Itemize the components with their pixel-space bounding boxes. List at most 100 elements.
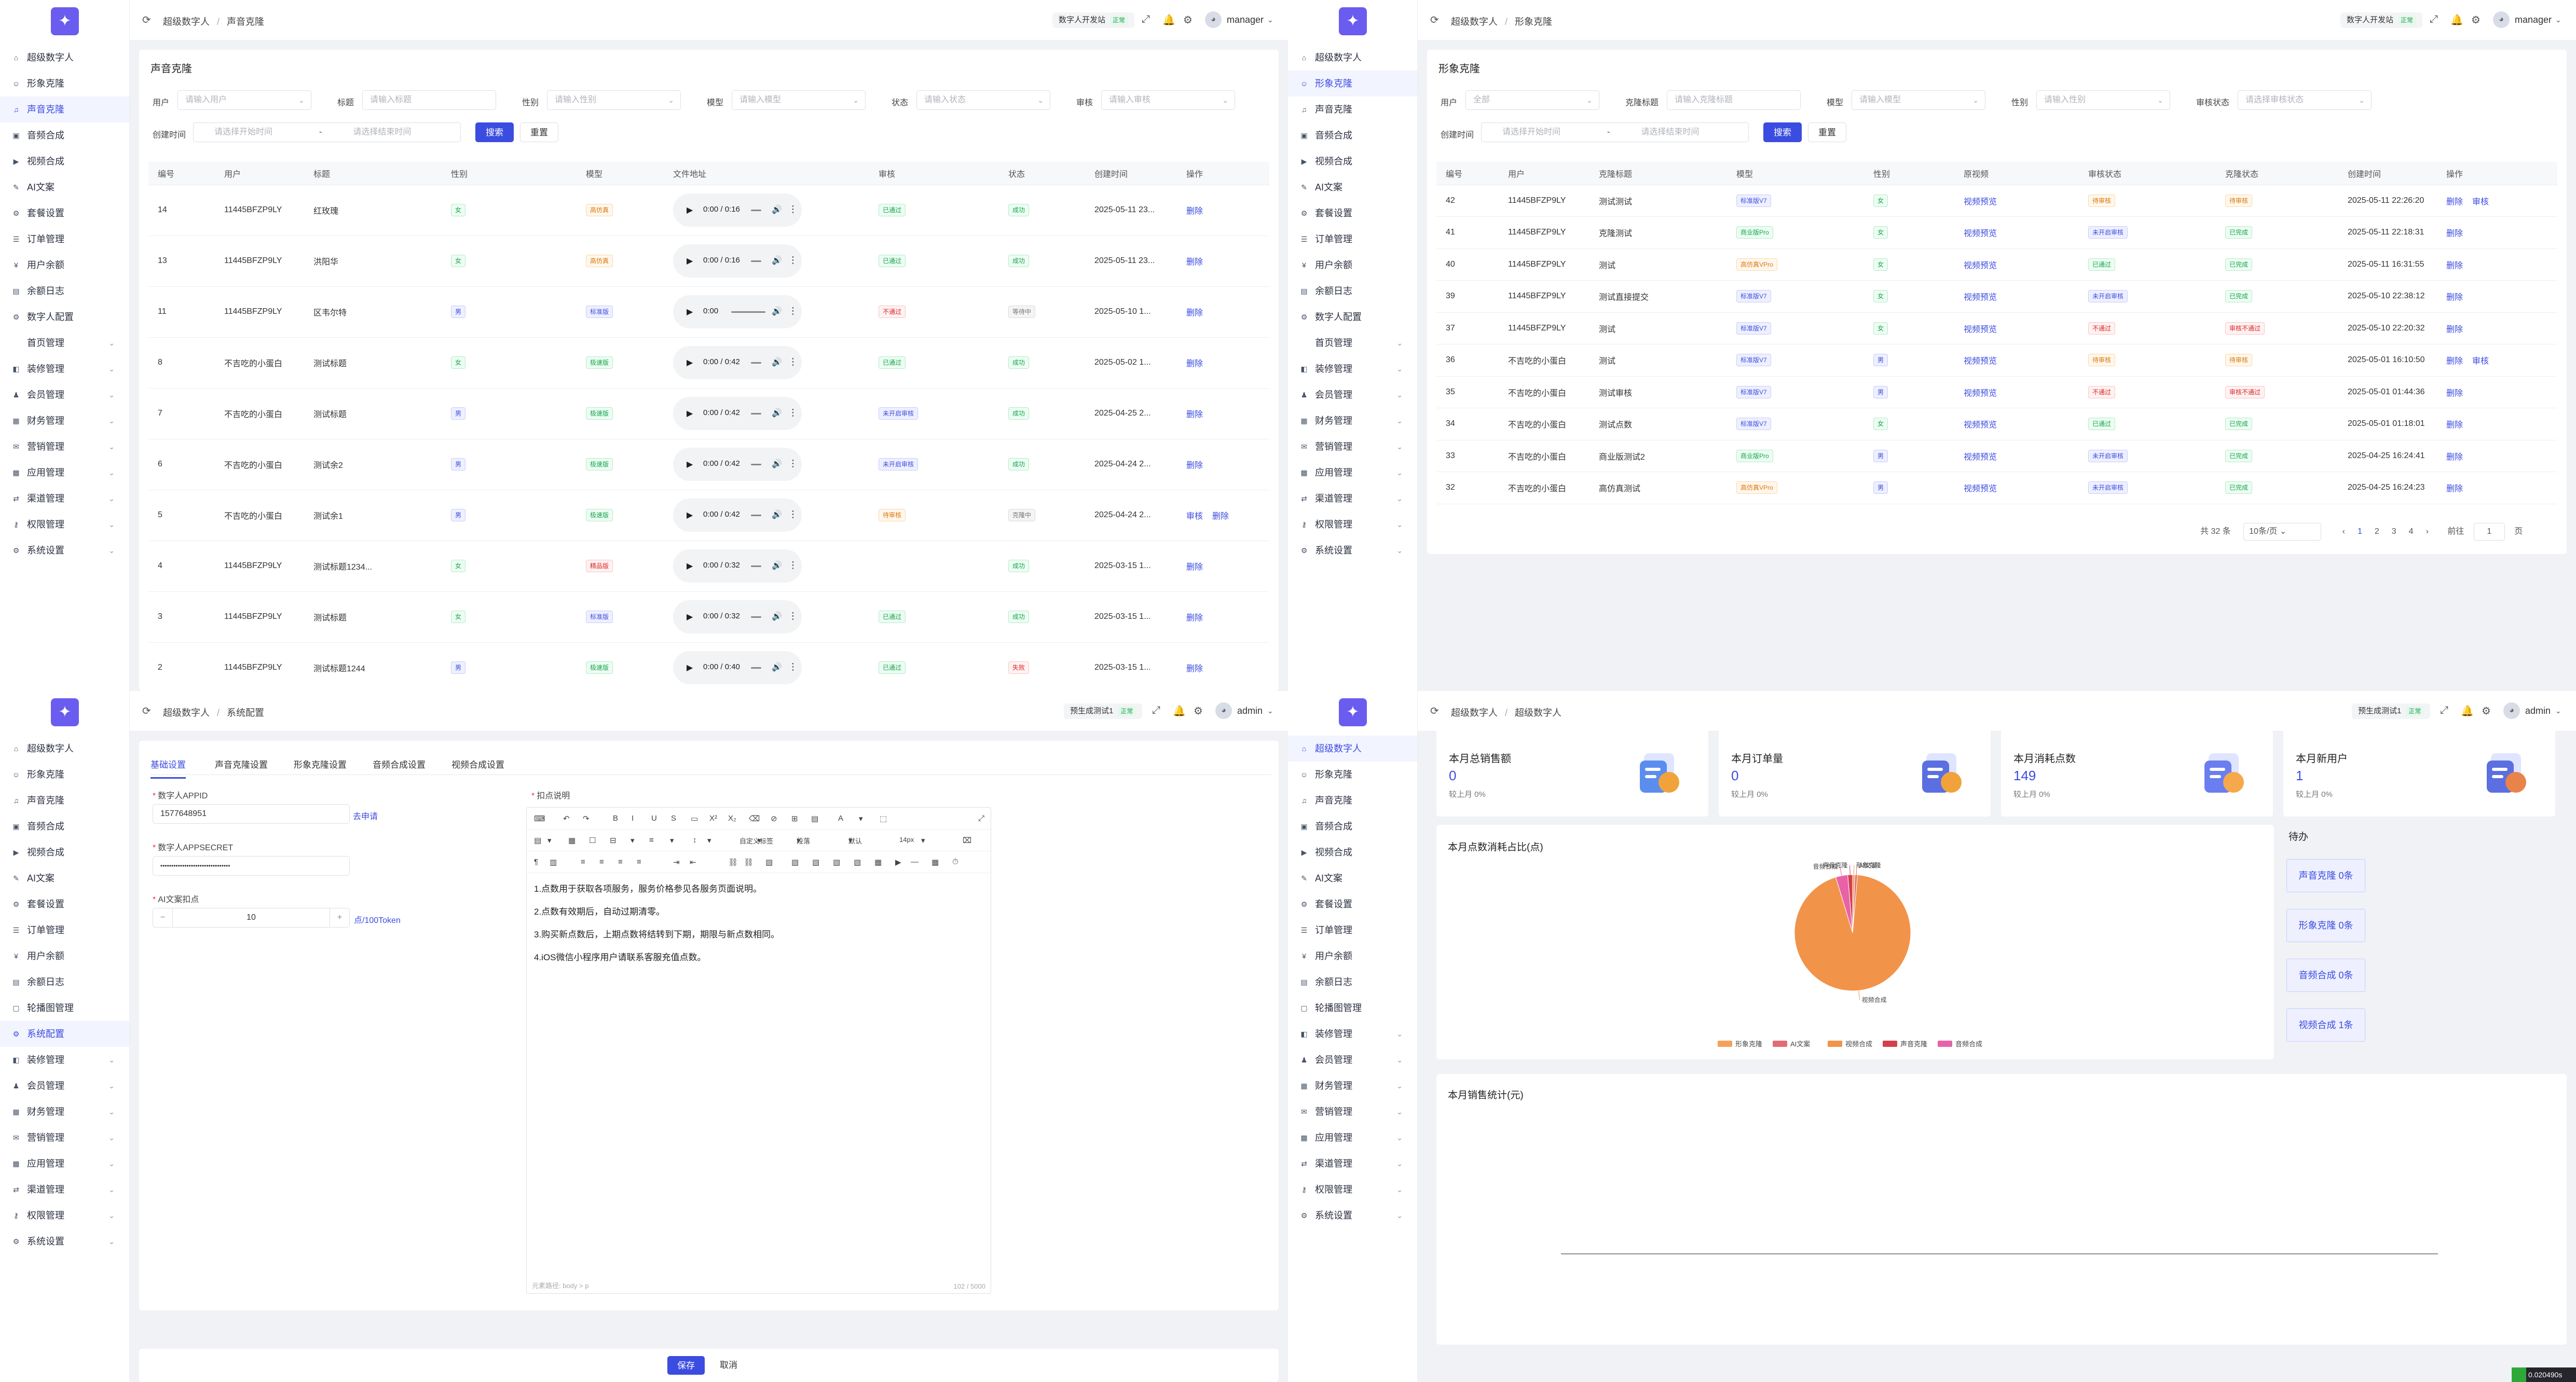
sidebar-item[interactable]: ⌂ 超级数字人 <box>0 736 129 762</box>
sidebar-item[interactable]: ✉ 营销管理 ⌄ <box>1288 434 1417 460</box>
video-preview-link[interactable]: 视频预览 <box>1964 293 1997 302</box>
sidebar-item[interactable]: ▩ 应用管理 ⌄ <box>1288 460 1417 486</box>
audio-player[interactable]: ▶ 0:00 / 0:42 🔊 ⋮ <box>673 448 802 481</box>
gender-filter-select[interactable]: 请输入性别 ⌄ <box>547 90 681 110</box>
delete-link[interactable]: 删除 <box>2446 261 2463 270</box>
video-preview-link[interactable]: 视频预览 <box>1964 421 1997 430</box>
sidebar-item[interactable]: ▩ 应用管理 ⌄ <box>0 460 129 486</box>
video-preview-link[interactable]: 视频预览 <box>1964 261 1997 270</box>
toolbar-button[interactable]: U <box>651 814 657 823</box>
sidebar-item[interactable]: ¥ 用户余额 <box>0 252 129 278</box>
toolbar-button[interactable]: ⊞ <box>791 814 798 823</box>
sidebar-item[interactable]: ▣ 音频合成 <box>1288 122 1417 148</box>
bell-icon[interactable]: 🔔 <box>2450 15 2463 26</box>
user-filter-select[interactable]: 全部 ⌄ <box>1465 90 1599 110</box>
sidebar-item[interactable]: ▶ 视频合成 <box>1288 148 1417 174</box>
delete-link[interactable]: 删除 <box>2446 293 2463 302</box>
delete-link[interactable]: 删除 <box>1186 563 1203 572</box>
fullscreen-icon[interactable]: ⤢ <box>1152 704 1160 716</box>
audio-progress[interactable] <box>731 311 765 313</box>
fullscreen-icon[interactable]: ⤢ <box>2430 13 2438 25</box>
sidebar-item[interactable]: ▢ 轮播图管理 <box>1288 995 1417 1021</box>
toolbar-button[interactable]: ▶ <box>895 858 901 867</box>
toolbar-select[interactable]: 段落 <box>797 837 811 845</box>
play-icon[interactable]: ▶ <box>687 257 693 266</box>
sidebar-item[interactable]: ◧ 装修管理 ⌄ <box>1288 356 1417 382</box>
toolbar-button[interactable]: ▧ <box>812 858 820 867</box>
delete-link[interactable]: 删除 <box>1186 207 1203 216</box>
toolbar-button[interactable]: ▦ <box>874 858 882 867</box>
volume-icon[interactable]: 🔊 <box>772 409 782 418</box>
model-filter-select[interactable]: 请输入模型 ⌄ <box>732 90 866 110</box>
page-size-select[interactable]: 10条/页 ⌄ <box>2243 523 2322 541</box>
sidebar-item[interactable]: ▶ 视频合成 <box>0 148 129 174</box>
video-preview-link[interactable]: 视频预览 <box>1964 389 1997 398</box>
play-icon[interactable]: ▶ <box>687 613 693 621</box>
refresh-icon[interactable]: ⟳ <box>142 15 151 26</box>
avatar[interactable]: ◕ <box>1215 702 1232 719</box>
sidebar-item[interactable]: ✉ 营销管理 ⌄ <box>0 1125 129 1151</box>
video-preview-link[interactable]: 视频预览 <box>1964 452 1997 462</box>
delete-link[interactable]: 删除 <box>2446 325 2463 334</box>
sidebar-item[interactable]: ⚙ 系统设置 ⌄ <box>0 537 129 563</box>
audio-player[interactable]: ▶ 0:00 🔊 ⋮ <box>673 295 802 328</box>
toolbar-button[interactable]: ≡ <box>599 858 604 866</box>
audio-player[interactable]: ▶ 0:00 / 0:16 🔊 ⋮ <box>673 194 802 227</box>
breadcrumb-root[interactable]: 超级数字人 <box>1451 17 1498 27</box>
sidebar-item[interactable]: ☰ 订单管理 <box>1288 226 1417 252</box>
sidebar-item[interactable]: ☺ 形象克隆 <box>0 71 129 96</box>
sidebar-item[interactable]: ⌂ 超级数字人 <box>1288 736 1417 762</box>
audit-filter-select[interactable]: 请输入审核 ⌄ <box>1101 90 1235 110</box>
toolbar-button[interactable]: ↶ <box>563 814 570 823</box>
volume-icon[interactable]: 🔊 <box>772 307 782 316</box>
delete-link[interactable]: 删除 <box>2446 197 2463 206</box>
search-button[interactable]: 搜索 <box>1763 122 1802 142</box>
breadcrumb-root[interactable]: 超级数字人 <box>163 708 210 718</box>
toolbar-button[interactable]: ↷ <box>583 814 590 823</box>
status-filter-select[interactable]: 请输入状态 ⌄ <box>916 90 1050 110</box>
sidebar-item[interactable]: ¥ 用户余额 <box>1288 943 1417 969</box>
sidebar-item[interactable]: ⚷ 权限管理 ⌄ <box>1288 1177 1417 1203</box>
model-filter-select[interactable]: 请输入模型 ⌄ <box>1852 90 1985 110</box>
toolbar-button[interactable]: A <box>838 814 844 823</box>
play-icon[interactable]: ▶ <box>687 308 693 316</box>
config-tab[interactable]: 视频合成设置 <box>451 760 504 770</box>
toolbar-button[interactable]: ▥ <box>550 858 557 867</box>
config-tab[interactable]: 声音克隆设置 <box>215 760 268 770</box>
delete-link[interactable]: 删除 <box>2446 357 2463 366</box>
toolbar-button[interactable]: ▧ <box>833 858 841 867</box>
toolbar-button[interactable]: X₂ <box>728 814 736 823</box>
bell-icon[interactable]: 🔔 <box>2461 706 2474 717</box>
toolbar-button[interactable]: ▾ <box>859 814 863 823</box>
play-icon[interactable]: ▶ <box>687 562 693 571</box>
audio-progress[interactable] <box>751 667 761 669</box>
delete-link[interactable]: 删除 <box>2446 389 2463 398</box>
play-icon[interactable]: ▶ <box>687 460 693 469</box>
breadcrumb-root[interactable]: 超级数字人 <box>163 17 210 27</box>
delete-link[interactable]: 删除 <box>1186 665 1203 673</box>
username[interactable]: manager <box>2515 15 2552 25</box>
sidebar-item[interactable]: ⚙ 套餐设置 <box>0 891 129 917</box>
sidebar-item[interactable]: ⚙ 系统设置 ⌄ <box>0 1228 129 1254</box>
username[interactable]: admin <box>2525 706 2551 716</box>
toolbar-button[interactable]: ▾ <box>848 836 853 845</box>
chevron-down-icon[interactable]: ⌄ <box>1267 16 1273 24</box>
more-icon[interactable]: ⋮ <box>788 661 798 672</box>
stepper-plus[interactable]: + <box>330 908 349 927</box>
delete-link[interactable]: 删除 <box>2446 229 2463 239</box>
more-icon[interactable]: ⋮ <box>788 204 798 214</box>
volume-icon[interactable]: 🔊 <box>772 256 782 265</box>
sidebar-item[interactable]: ¥ 用户余额 <box>1288 252 1417 278</box>
audio-player[interactable]: ▶ 0:00 / 0:42 🔊 ⋮ <box>673 499 802 532</box>
volume-icon[interactable]: 🔊 <box>772 510 782 519</box>
sidebar-item[interactable]: ⚙ 数字人配置 <box>0 304 129 330</box>
sidebar-item[interactable]: ⇄ 渠道管理 ⌄ <box>1288 486 1417 512</box>
pager-page[interactable]: 1 <box>2357 527 2362 536</box>
toolbar-button[interactable]: ≡ <box>649 836 654 845</box>
delete-link[interactable]: 删除 <box>2446 485 2463 494</box>
appid-input[interactable]: 1577648951 <box>153 804 350 824</box>
sidebar-item[interactable]: ◧ 装修管理 ⌄ <box>0 356 129 382</box>
sidebar-item[interactable]: ▤ 余额日志 <box>1288 278 1417 304</box>
bell-icon[interactable]: 🔔 <box>1173 706 1186 717</box>
audit-link[interactable]: 审核 <box>1186 512 1203 521</box>
